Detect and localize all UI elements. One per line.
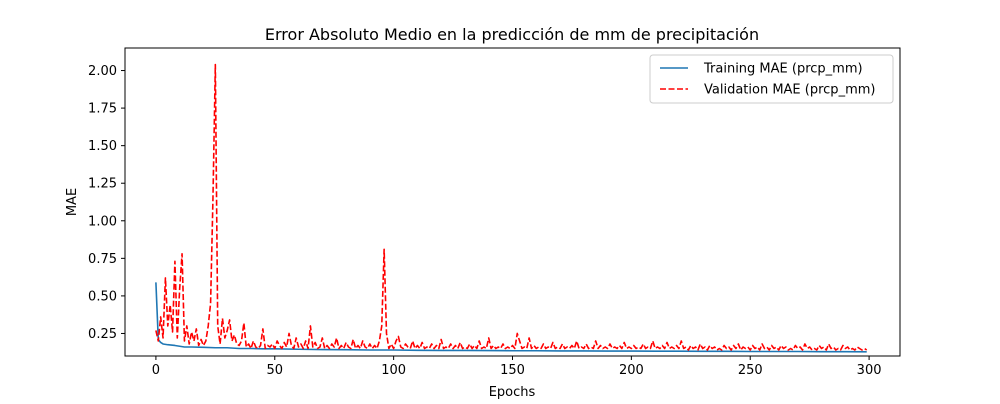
x-tick-label: 200 [619,363,644,378]
x-tick-label: 250 [738,363,763,378]
legend-box [649,54,894,104]
legend-label: Validation MAE (prcp_mm) [704,83,875,98]
x-axis-label: Epochs [489,385,536,400]
y-axis-ticks: 0.25 0.50 0.75 1.00 1.25 1.50 1.75 2.00 [88,64,125,342]
y-tick-label: 1.50 [88,139,117,154]
legend-label: Training MAE (prcp_mm) [703,62,863,77]
y-tick-label: 1.75 [88,102,117,117]
x-axis-ticks: 0 50 100 150 200 250 300 [152,356,882,378]
y-tick-label: 2.00 [88,64,117,79]
plot-area [155,63,868,353]
series-line-validation-mae [155,63,868,351]
chart-title: Error Absoluto Medio en la predicción de… [265,25,759,44]
y-tick-label: 1.25 [88,177,117,192]
x-tick-label: 300 [857,363,882,378]
x-tick-label: 100 [381,363,406,378]
legend: Training MAE (prcp_mm) Validation MAE (pr… [649,54,894,104]
series-line-training-mae [155,282,867,353]
x-tick-label: 50 [266,363,283,378]
y-tick-label: 1.00 [88,214,117,229]
y-axis-label: MAE [65,188,80,216]
x-tick-label: 0 [152,363,160,378]
y-tick-label: 0.75 [88,252,117,267]
y-tick-label: 0.25 [88,327,117,342]
x-tick-label: 150 [500,363,525,378]
y-tick-label: 0.50 [88,289,117,304]
